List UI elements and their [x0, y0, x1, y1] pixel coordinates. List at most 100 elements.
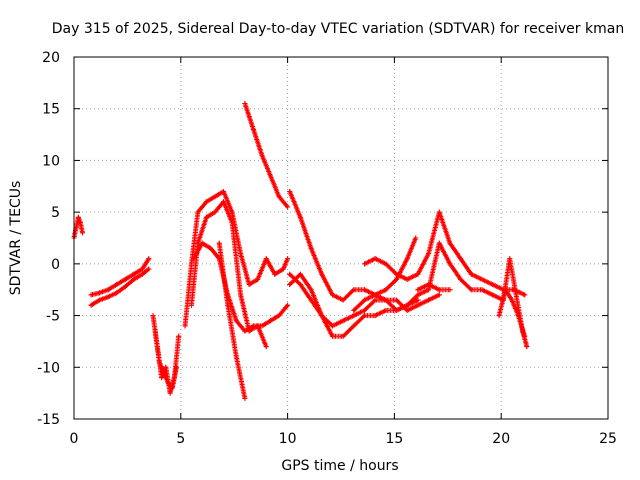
data-point — [447, 240, 453, 246]
data-point — [287, 282, 293, 288]
data-point — [468, 287, 474, 293]
data-point — [329, 323, 335, 329]
data-point — [242, 101, 248, 107]
y-tick-label: 0 — [51, 257, 60, 273]
data-point — [212, 194, 218, 200]
series-arc-18 — [496, 287, 528, 339]
data-point — [276, 194, 282, 200]
data-point — [159, 375, 165, 381]
data-point — [404, 302, 410, 308]
data-point — [152, 328, 158, 334]
data-point — [361, 287, 367, 293]
x-tick-label: 0 — [70, 431, 79, 447]
data-point — [458, 256, 464, 262]
data-point — [285, 302, 291, 308]
data-point — [161, 369, 167, 375]
data-point — [513, 292, 519, 298]
data-point — [242, 395, 248, 401]
data-point — [340, 333, 346, 339]
data-point — [259, 323, 265, 329]
data-point — [280, 266, 286, 272]
y-tick-label: 20 — [42, 50, 60, 66]
data-point — [496, 313, 502, 319]
data-point — [524, 344, 530, 350]
data-point — [509, 297, 515, 303]
data-point — [415, 287, 421, 293]
data-point — [114, 282, 120, 288]
data-point — [88, 292, 94, 298]
data-point — [150, 313, 156, 319]
data-point — [216, 240, 222, 246]
x-tick-label: 10 — [279, 431, 297, 447]
data-point — [122, 284, 128, 290]
data-point — [436, 209, 442, 215]
x-axis-label: GPS time / hours — [281, 458, 398, 474]
data-point — [297, 214, 303, 220]
data-point — [490, 292, 496, 298]
data-point — [225, 302, 231, 308]
y-tick-label: -10 — [37, 360, 60, 376]
data-point — [415, 302, 421, 308]
data-point — [522, 333, 528, 339]
data-point — [340, 318, 346, 324]
data-point — [188, 302, 194, 308]
data-point — [238, 292, 244, 298]
data-point — [415, 297, 421, 303]
data-point — [372, 297, 378, 303]
data-point — [229, 209, 235, 215]
data-point — [329, 292, 335, 298]
data-point — [242, 328, 248, 334]
data-point — [361, 261, 367, 267]
data-point — [77, 219, 83, 225]
data-point — [361, 307, 367, 313]
data-point — [297, 271, 303, 277]
data-point — [131, 271, 137, 277]
data-point — [212, 209, 218, 215]
data-point — [383, 261, 389, 267]
series-marks — [415, 282, 453, 293]
data-point — [479, 276, 485, 282]
data-point — [105, 287, 111, 293]
data-point — [272, 271, 278, 277]
series-marks — [152, 328, 179, 391]
data-point — [522, 292, 528, 298]
data-point — [394, 307, 400, 313]
grid — [74, 57, 608, 419]
data-point — [383, 287, 389, 293]
data-point — [340, 297, 346, 303]
data-point — [250, 126, 256, 132]
data-point — [122, 276, 128, 282]
data-point — [167, 390, 173, 396]
data-point — [436, 240, 442, 246]
data-point — [297, 282, 303, 288]
data-point — [394, 297, 400, 303]
series-arc-5 — [152, 328, 180, 391]
data-point — [139, 271, 145, 277]
data-point — [203, 199, 209, 205]
data-point — [188, 261, 194, 267]
series-arc-7 — [188, 199, 269, 350]
data-point — [351, 323, 357, 329]
data-point — [319, 313, 325, 319]
data-point — [436, 287, 442, 293]
data-point — [308, 245, 314, 251]
data-point — [156, 359, 162, 365]
series-arc-11 — [287, 188, 419, 303]
y-tick-label: 10 — [42, 153, 60, 169]
series-marks — [242, 101, 291, 210]
series-arc-9 — [216, 240, 248, 401]
series-arc-6 — [182, 188, 291, 329]
data-point — [163, 364, 169, 370]
data-point — [97, 290, 103, 296]
data-point — [176, 333, 182, 339]
data-point — [329, 333, 335, 339]
data-point — [105, 294, 111, 300]
data-point — [351, 307, 357, 313]
data-point — [114, 290, 120, 296]
data-point — [97, 297, 103, 303]
data-point — [426, 287, 432, 293]
data-point — [259, 152, 265, 158]
data-point — [246, 282, 252, 288]
data-point — [146, 266, 152, 272]
